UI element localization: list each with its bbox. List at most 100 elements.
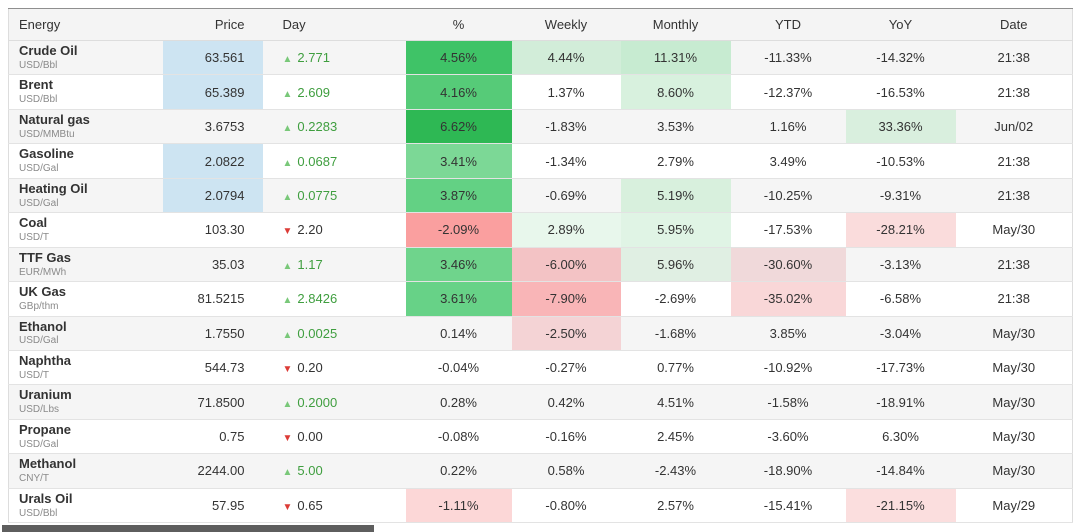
commodity-cell: Natural gas USD/MMBtu <box>8 109 163 145</box>
price-cell: 35.03 <box>162 247 263 283</box>
table-row[interactable]: Crude Oil USD/Bbl 63.561 ▲ 2.771 4.56% 4.44% 11… <box>8 40 1073 76</box>
column-header-monthly[interactable]: Monthly <box>620 8 731 41</box>
monthly-cell: 0.77% <box>620 350 731 386</box>
monthly-cell: 4.51% <box>620 384 731 420</box>
yoy-cell: -17.73% <box>845 350 956 386</box>
day-change-cell: ▼ 0.20 <box>262 350 406 386</box>
up-triangle-icon: ▲ <box>282 54 293 66</box>
column-header-weekly[interactable]: Weekly <box>511 8 621 41</box>
table-row[interactable]: Brent USD/Bbl 65.389 ▲ 2.609 4.16% 1.37% 8.60% -… <box>8 74 1073 110</box>
commodity-unit: GBp/thm <box>19 301 59 312</box>
table-row[interactable]: Ethanol USD/Gal 1.7550 ▲ 0.0025 0.14% -2.50% -1… <box>8 316 1073 351</box>
day-change-value: 2.20 <box>297 222 323 238</box>
commodities-table-container: Energy Price Day % Weekly Monthly YTD Yo… <box>2 8 1073 532</box>
day-change-cell: ▲ 0.2000 <box>262 384 406 420</box>
table-row[interactable]: Propane USD/Gal 0.75 ▼ 0.00 -0.08% -0.16% 2.45%… <box>8 419 1073 455</box>
price-cell: 65.389 <box>162 74 263 110</box>
commodity-name-link[interactable]: Heating Oil <box>19 180 88 196</box>
weekly-cell: -7.90% <box>511 281 621 317</box>
table-row[interactable]: Uranium USD/Lbs 71.8500 ▲ 0.2000 0.28% 0.42% 4.… <box>8 384 1073 420</box>
price-cell: 3.6753 <box>162 109 263 145</box>
table-row[interactable]: Coal USD/T 103.30 ▼ 2.20 -2.09% 2.89% 5.95% -17.… <box>8 212 1073 248</box>
energy-commodities-table: Energy Price Day % Weekly Monthly YTD Yo… <box>8 8 1073 524</box>
date-cell: May/30 <box>955 316 1073 351</box>
commodity-unit: USD/Gal <box>19 335 59 347</box>
date-cell: May/30 <box>955 384 1073 420</box>
yoy-cell: -18.91% <box>845 384 956 420</box>
weekly-cell: 0.42% <box>511 384 621 420</box>
commodity-cell: Ethanol USD/Gal <box>8 316 163 351</box>
ytd-cell: -1.58% <box>730 384 846 420</box>
horizontal-scrollbar[interactable] <box>2 525 1072 532</box>
commodity-name-link[interactable]: TTF Gas <box>19 249 72 265</box>
commodity-name-link[interactable]: Gasoline <box>19 146 74 162</box>
commodity-cell: Brent USD/Bbl <box>8 74 163 110</box>
date-cell: May/29 <box>955 488 1073 524</box>
day-change-cell: ▲ 0.0025 <box>262 316 406 351</box>
monthly-cell: 8.60% <box>620 74 731 110</box>
commodity-unit: USD/Gal <box>19 438 59 450</box>
column-header-energy[interactable]: Energy <box>8 8 163 41</box>
commodity-name-link[interactable]: Uranium <box>19 387 72 403</box>
percent-cell: 3.87% <box>405 178 512 214</box>
commodity-name-link[interactable]: Coal <box>19 215 48 231</box>
commodity-name-link[interactable]: UK Gas <box>19 284 66 300</box>
table-row[interactable]: Heating Oil USD/Gal 2.0794 ▲ 0.0775 3.87% -0.6… <box>8 178 1073 214</box>
table-row[interactable]: TTF Gas EUR/MWh 35.03 ▲ 1.17 3.46% -6.00% 5.96%… <box>8 247 1073 283</box>
table-row[interactable]: Gasoline USD/Gal 2.0822 ▲ 0.0687 3.41% -1.34% 2… <box>8 143 1073 179</box>
monthly-cell: 2.57% <box>620 488 731 524</box>
commodity-name-link[interactable]: Natural gas <box>19 111 90 127</box>
percent-cell: 0.22% <box>405 453 512 489</box>
column-header-price[interactable]: Price <box>162 8 263 41</box>
column-header-yoy[interactable]: YoY <box>845 8 956 41</box>
day-change-value: 0.0687 <box>297 153 338 169</box>
up-triangle-icon: ▲ <box>282 398 293 410</box>
yoy-cell: -3.13% <box>845 247 956 283</box>
day-change-value: 1.17 <box>297 256 323 272</box>
weekly-cell: -0.27% <box>511 350 621 386</box>
scrollbar-thumb[interactable] <box>2 525 374 532</box>
table-row[interactable]: Naphtha USD/T 544.73 ▼ 0.20 -0.04% -0.27% 0.77%… <box>8 350 1073 386</box>
percent-cell: -2.09% <box>405 212 512 248</box>
commodity-name-link[interactable]: Naphtha <box>19 352 71 368</box>
day-change-value: 0.00 <box>297 429 323 445</box>
column-header-ytd[interactable]: YTD <box>730 8 846 41</box>
day-change-cell: ▼ 0.65 <box>262 488 406 524</box>
commodity-unit: USD/T <box>19 232 49 244</box>
ytd-cell: -12.37% <box>730 74 846 110</box>
up-triangle-icon: ▲ <box>282 329 293 341</box>
up-triangle-icon: ▲ <box>282 295 293 307</box>
percent-cell: 6.62% <box>405 109 512 145</box>
table-row[interactable]: UK Gas GBp/thm 81.5215 ▲ 2.8426 3.61% -7.90% -2… <box>8 281 1073 317</box>
yoy-cell: -21.15% <box>845 488 956 524</box>
commodity-unit: USD/T <box>19 369 49 381</box>
table-row[interactable]: Natural gas USD/MMBtu 3.6753 ▲ 0.2283 6.62% -1… <box>8 109 1073 145</box>
commodity-unit: USD/Gal <box>19 163 59 175</box>
weekly-cell: -1.34% <box>511 143 621 179</box>
date-cell: 21:38 <box>955 281 1073 317</box>
commodity-name-link[interactable]: Urals Oil <box>19 490 73 506</box>
column-header-percent[interactable]: % <box>405 8 512 41</box>
commodity-unit: USD/Gal <box>19 197 59 209</box>
ytd-cell: -17.53% <box>730 212 846 248</box>
yoy-cell: -14.32% <box>845 40 956 76</box>
table-row[interactable]: Methanol CNY/T 2244.00 ▲ 5.00 0.22% 0.58% -2.43… <box>8 453 1073 489</box>
day-change-cell: ▲ 5.00 <box>262 453 406 489</box>
yoy-cell: -9.31% <box>845 178 956 214</box>
column-header-day[interactable]: Day <box>262 8 406 41</box>
commodity-name-link[interactable]: Propane <box>19 421 72 437</box>
date-cell: 21:38 <box>955 178 1073 214</box>
day-change-cell: ▼ 0.00 <box>262 419 406 455</box>
commodity-name-link[interactable]: Methanol <box>19 456 77 472</box>
day-change-value: 0.2283 <box>297 119 338 135</box>
column-header-date[interactable]: Date <box>955 8 1073 41</box>
commodity-name-link[interactable]: Brent <box>19 77 53 93</box>
day-change-value: 5.00 <box>297 463 323 479</box>
yoy-cell: -28.21% <box>845 212 956 248</box>
commodity-name-link[interactable]: Ethanol <box>19 318 67 334</box>
yoy-cell: -16.53% <box>845 74 956 110</box>
table-row[interactable]: Urals Oil USD/Bbl 57.95 ▼ 0.65 -1.11% -0.80% 2.… <box>8 488 1073 524</box>
ytd-cell: -18.90% <box>730 453 846 489</box>
commodity-name-link[interactable]: Crude Oil <box>19 43 78 58</box>
day-change-value: 2.609 <box>297 84 330 100</box>
